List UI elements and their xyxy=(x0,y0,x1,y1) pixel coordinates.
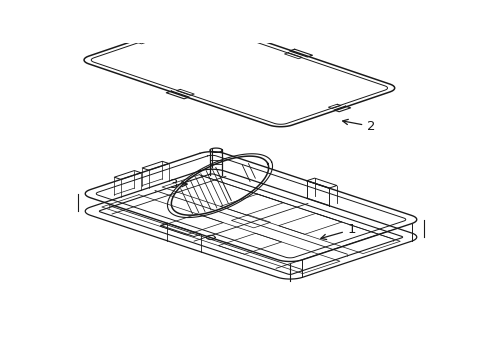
Text: 3: 3 xyxy=(169,177,187,190)
Text: 2: 2 xyxy=(342,120,375,133)
Text: 1: 1 xyxy=(320,223,356,239)
